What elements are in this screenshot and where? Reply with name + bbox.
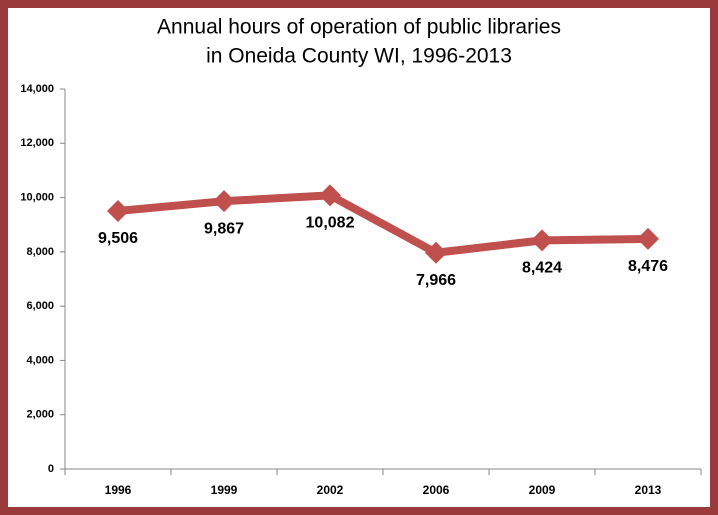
chart-title: Annual hours of operation of public libr… — [157, 16, 561, 39]
data-label: 8,424 — [522, 260, 562, 277]
data-label: 9,506 — [98, 230, 138, 247]
chart-title: in Oneida County WI, 1996-2013 — [206, 45, 512, 68]
x-tick-label: 1996 — [105, 483, 132, 497]
data-marker — [213, 190, 235, 213]
y-tick-label: 8,000 — [26, 246, 54, 258]
data-label: 10,082 — [306, 215, 355, 232]
x-tick-label: 1999 — [211, 483, 238, 497]
data-label: 9,867 — [204, 220, 244, 237]
data-marker — [531, 229, 553, 252]
data-marker — [425, 241, 447, 264]
x-tick-label: 2009 — [529, 483, 556, 497]
data-marker — [319, 184, 341, 207]
y-tick-label: 12,000 — [20, 137, 54, 149]
data-marker — [637, 227, 659, 250]
x-tick-label: 2013 — [635, 483, 662, 497]
x-tick-label: 2002 — [317, 483, 344, 497]
y-tick-label: 0 — [48, 463, 54, 475]
data-line — [117, 191, 649, 257]
data-label: 7,966 — [416, 272, 456, 289]
y-tick-label: 6,000 — [26, 300, 54, 312]
data-marker — [107, 199, 129, 222]
data-label: 8,476 — [628, 258, 668, 275]
y-tick-label: 10,000 — [20, 191, 54, 203]
y-tick-label: 14,000 — [20, 83, 54, 95]
y-tick-label: 2,000 — [26, 409, 54, 421]
x-tick-label: 2006 — [423, 483, 450, 497]
y-tick-label: 4,000 — [26, 354, 54, 366]
